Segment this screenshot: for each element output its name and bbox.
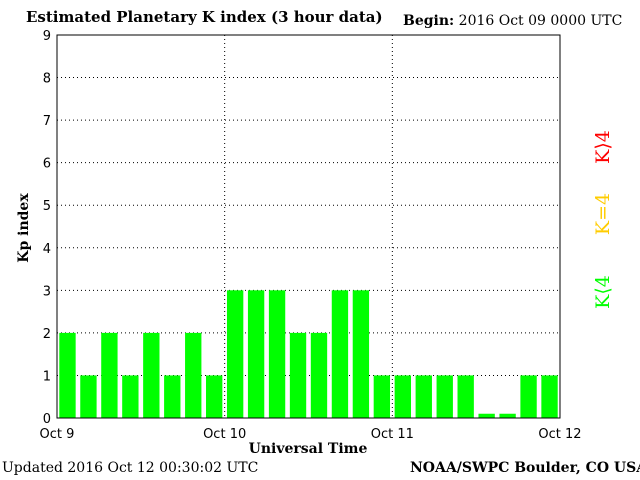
plot-frame — [56, 34, 561, 419]
kp-bar — [478, 413, 495, 418]
x-tick-label: Oct 9 — [40, 427, 75, 442]
y-tick-label: 8 — [43, 72, 51, 87]
kp-bar — [331, 290, 349, 418]
kp-bar-chart: 0 1 2 3 4 5 6 7 8 9 Oct 9 Oct 10 Oct 11 Oct 12 Unive… — [16, 29, 614, 457]
y-axis-label: Kp index — [16, 193, 32, 263]
legend-storm: K⟩4 — [592, 130, 614, 164]
kp-bar — [520, 375, 537, 418]
kp-bar — [436, 375, 453, 418]
x-tick-label: Oct 12 — [538, 427, 581, 442]
updated-timestamp: Updated 2016 Oct 12 00:30:02 UTC — [2, 460, 259, 476]
kp-bar — [80, 375, 97, 418]
y-tick-label: 4 — [43, 242, 51, 257]
credit: NOAA/SWPC Boulder, CO USA — [410, 460, 640, 476]
x-axis-label: Universal Time — [249, 441, 368, 457]
kp-bar — [59, 332, 76, 418]
kp-bar — [143, 332, 160, 418]
y-tick-label: 1 — [43, 369, 51, 384]
x-tick-label: Oct 11 — [371, 427, 414, 442]
x-tick-labels: Oct 9 Oct 10 Oct 11 Oct 12 — [40, 427, 582, 442]
y-tick-label: 7 — [43, 114, 51, 129]
legend-equal: K=4 — [592, 193, 614, 235]
begin-label: Begin: — [403, 13, 455, 29]
kp-bar — [310, 332, 328, 418]
kp-bar — [394, 375, 411, 418]
kp-bar — [352, 290, 370, 418]
kp-bar — [122, 375, 139, 418]
kp-bar — [541, 375, 558, 418]
y-tick-label: 0 — [43, 412, 51, 427]
kp-bar — [499, 413, 516, 418]
kp-bar — [268, 290, 286, 418]
legend-quiet: K⟨4 — [592, 275, 614, 309]
kp-bar — [164, 375, 181, 418]
kp-bar — [247, 290, 265, 418]
kp-bar — [226, 290, 244, 418]
begin-time: Begin: 2016 Oct 09 0000 UTC — [403, 13, 622, 29]
bars — [59, 290, 558, 418]
kp-bar — [289, 332, 307, 418]
kp-bar — [457, 375, 474, 418]
kp-bar — [185, 332, 202, 418]
x-tick-label: Oct 10 — [203, 427, 246, 442]
y-tick-label: 9 — [43, 29, 51, 44]
chart-title: Estimated Planetary K index (3 hour data… — [26, 8, 383, 26]
kp-bar — [373, 375, 391, 418]
kp-bar — [415, 375, 432, 418]
kp-bar — [101, 332, 118, 418]
grid-lines — [57, 35, 560, 418]
y-tick-labels: 0 1 2 3 4 5 6 7 8 9 — [43, 29, 51, 427]
kp-bar — [206, 375, 223, 418]
begin-value: 2016 Oct 09 0000 UTC — [458, 13, 623, 29]
y-tick-label: 2 — [43, 327, 51, 342]
y-tick-label: 6 — [43, 157, 51, 172]
y-tick-label: 5 — [43, 199, 51, 214]
y-tick-label: 3 — [43, 284, 51, 299]
